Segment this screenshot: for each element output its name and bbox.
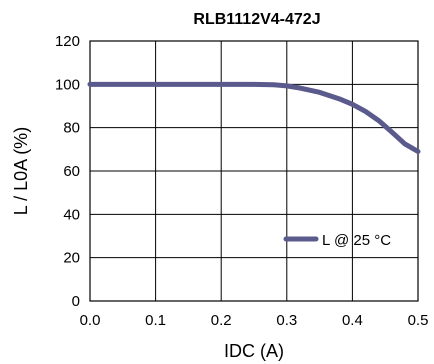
x-tick-label: 0.3 — [276, 312, 297, 329]
grid — [90, 41, 418, 301]
x-tick-labels: 0.0 0.1 0.2 0.3 0.4 0.5 — [80, 312, 429, 329]
legend: L @ 25 °C — [283, 232, 391, 249]
series-line-0 — [87, 81, 421, 154]
y-tick-labels: 0 20 40 60 80 100 120 — [55, 33, 80, 310]
y-axis-label: L / L0A (%) — [11, 127, 31, 215]
plot-frame — [89, 40, 419, 302]
y-tick-label: 80 — [63, 120, 80, 137]
x-tick-label: 0.4 — [342, 312, 363, 329]
x-axis-label: IDC (A) — [224, 341, 284, 361]
y-tick-label: 60 — [63, 163, 80, 180]
y-tick-label: 120 — [55, 33, 80, 50]
y-tick-label: 0 — [72, 293, 80, 310]
x-tick-label: 0.1 — [145, 312, 166, 329]
series-layer — [87, 81, 421, 154]
legend-label: L @ 25 °C — [322, 232, 391, 249]
x-tick-label: 0.0 — [80, 312, 101, 329]
y-tick-label: 20 — [63, 250, 80, 267]
x-tick-label: 0.5 — [408, 312, 429, 329]
chart-title: RLB1112V4-472J — [193, 11, 320, 28]
y-tick-label: 100 — [55, 76, 80, 93]
x-tick-label: 0.2 — [211, 312, 232, 329]
y-tick-label: 40 — [63, 206, 80, 223]
